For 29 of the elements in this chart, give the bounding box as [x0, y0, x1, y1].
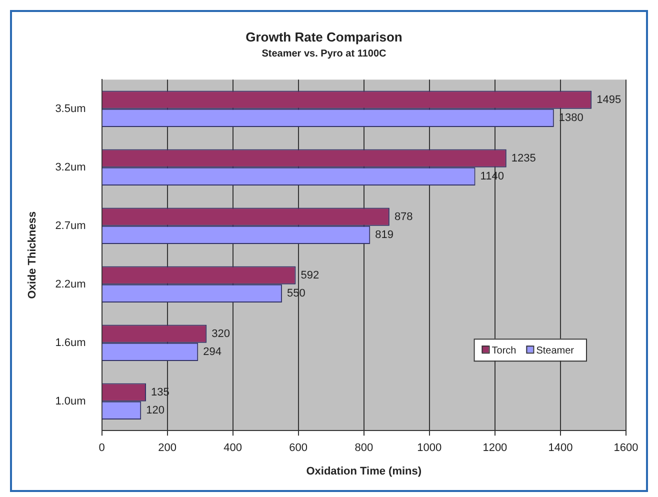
- legend-label: Torch: [492, 345, 516, 356]
- x-tick-label: 200: [158, 442, 176, 454]
- data-label: 592: [300, 269, 320, 282]
- x-tick-label: 600: [289, 442, 308, 454]
- x-tick-label: 1400: [548, 442, 573, 454]
- data-label: 1495: [596, 94, 622, 106]
- x-tick-label: 1200: [482, 442, 508, 454]
- y-tick-label: 2.2um: [55, 278, 86, 290]
- y-tick-label: 3.2um: [55, 161, 86, 174]
- data-label: 294: [203, 346, 222, 358]
- x-tick-label: 800: [354, 442, 374, 454]
- x-tick-label: 1000: [417, 442, 442, 454]
- y-tick-label: 1.0um: [55, 395, 86, 408]
- data-label: 120: [146, 404, 164, 416]
- x-tick-label: 400: [224, 442, 242, 454]
- data-label: 320: [212, 328, 230, 340]
- x-tick-label: 1600: [614, 442, 638, 454]
- data-label: 819: [375, 228, 394, 241]
- legend-label: Steamer: [536, 345, 575, 356]
- y-tick-label: 2.7um: [55, 220, 86, 232]
- data-label: 878: [394, 210, 413, 223]
- y-tick-label: 1.6um: [55, 336, 86, 349]
- chart-title: Growth Rate Comparison: [246, 29, 402, 44]
- data-label: 1235: [511, 152, 536, 164]
- chart-subtitle: Steamer vs. Pyro at 1100C: [262, 48, 386, 60]
- y-tick-label: 3.5um: [55, 102, 86, 115]
- x-axis-title: Oxidation Time (mins): [306, 465, 422, 478]
- x-tick-label: 0: [98, 442, 105, 454]
- y-axis-title: Oxide Thickness: [26, 211, 39, 299]
